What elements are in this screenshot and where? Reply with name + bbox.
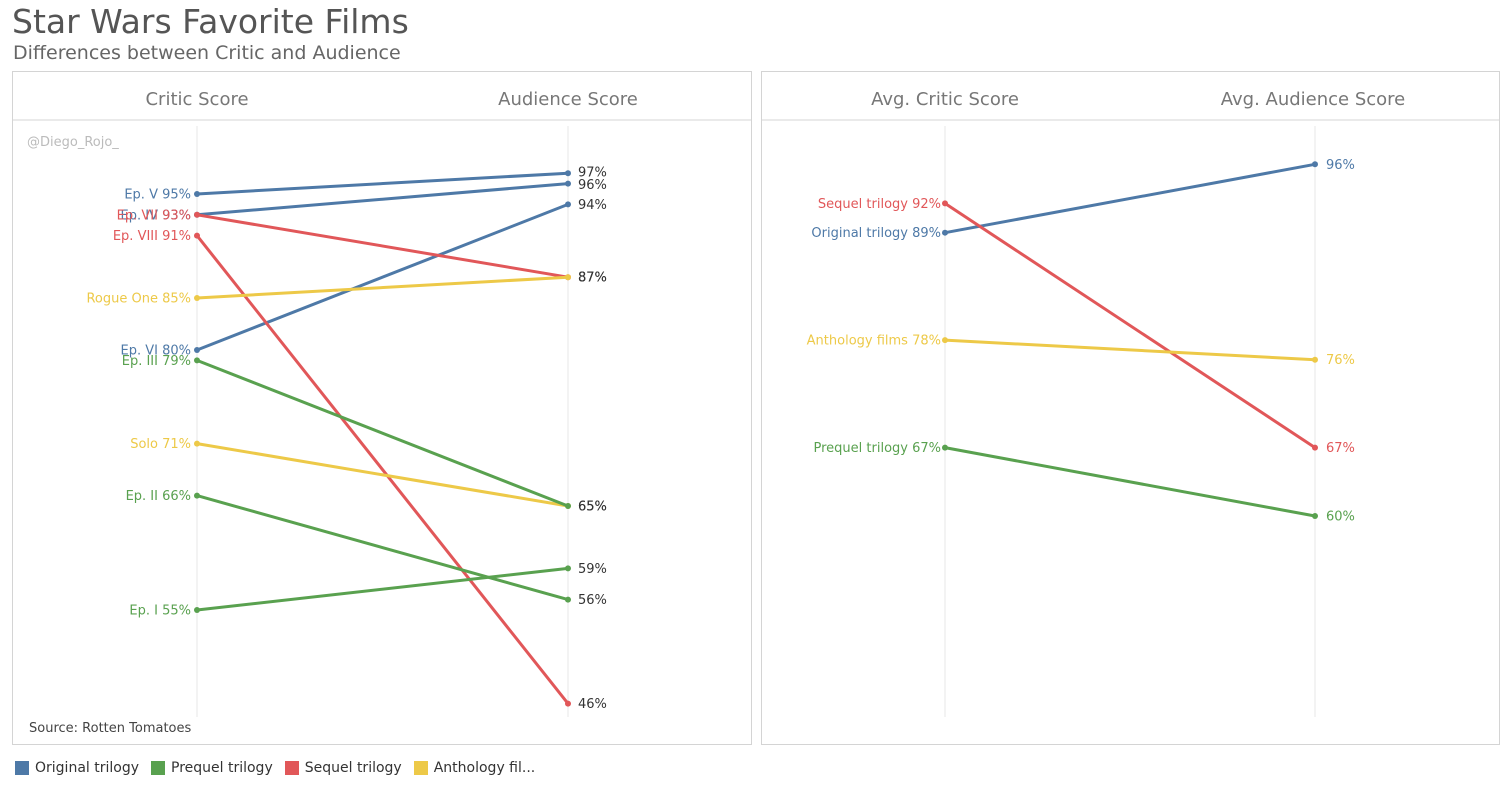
source-note: Source: Rotten Tomatoes xyxy=(29,721,191,736)
label-critic-ep-v: Ep. V 95% xyxy=(124,188,191,203)
point-avg-audience-sequel-trilogy xyxy=(1312,444,1318,451)
point-audience-ep-iv xyxy=(565,180,571,187)
slope-chart-trilogies: Avg. Critic Score Avg. Audience Score Orig… xyxy=(762,89,1499,717)
label-audience-ep-viii: 46% xyxy=(578,697,607,712)
point-audience-ep-v xyxy=(565,170,571,177)
label-audience-rogue-one: 87% xyxy=(578,271,607,286)
legend-swatch xyxy=(284,761,299,775)
point-audience-ep-vi xyxy=(565,201,571,208)
point-audience-ep-i xyxy=(565,565,571,572)
label-avg-critic-anthology-films: Anthology films 78% xyxy=(807,334,941,349)
label-audience-ep-vi: 94% xyxy=(578,198,607,213)
point-critic-ep-vi xyxy=(194,347,200,353)
series-line-solo xyxy=(196,442,569,508)
legend-label: Original trilogy xyxy=(35,760,139,776)
label-critic-ep-vii: Ep. VII 93% xyxy=(117,208,191,223)
label-critic-ep-i: Ep. I 55% xyxy=(129,604,191,619)
series-line-original-trilogy xyxy=(944,162,1316,235)
label-avg-audience-prequel-trilogy: 60% xyxy=(1326,510,1355,525)
label-avg-audience-sequel-trilogy: 67% xyxy=(1326,441,1355,456)
label-critic-ep-vi: Ep. VI 80% xyxy=(121,344,191,359)
label-critic-ep-viii: Ep. VIII 91% xyxy=(113,229,191,244)
column-header-avg-audience: Avg. Audience Score xyxy=(1221,89,1406,110)
label-audience-ep-iv: 96% xyxy=(578,178,607,193)
point-critic-ep-i xyxy=(194,607,200,613)
chart-subtitle: Differences between Critic and Audience xyxy=(13,42,401,64)
series-line-anthology-films xyxy=(944,338,1316,362)
label-audience-ep-v: 97% xyxy=(578,166,607,181)
label-avg-critic-prequel-trilogy: Prequel trilogy 67% xyxy=(814,441,942,456)
legend: Original trilogy Prequel trilogy Sequel tr… xyxy=(15,758,547,778)
label-avg-audience-anthology-films: 76% xyxy=(1326,353,1355,368)
legend-label: Anthology fil... xyxy=(433,760,536,776)
label-avg-critic-original-trilogy: Original trilogy 89% xyxy=(811,226,941,241)
label-avg-critic-sequel-trilogy: Sequel trilogy 92% xyxy=(818,197,941,212)
label-critic-ep-iii: Ep. III 79% xyxy=(122,354,191,369)
point-avg-audience-anthology-films xyxy=(1312,356,1318,363)
label-critic-ep-iv: Ep. IV 93% xyxy=(121,208,191,223)
column-header-avg-critic: Avg. Critic Score xyxy=(871,89,1019,110)
point-critic-ep-vii xyxy=(194,211,200,218)
series-line-ep-iii xyxy=(196,359,569,508)
point-audience-ep-iii xyxy=(565,503,571,509)
label-audience-solo: 65% xyxy=(578,500,607,515)
chart-title: Star Wars Favorite Films xyxy=(12,2,409,41)
label-avg-audience-original-trilogy: 96% xyxy=(1326,158,1355,173)
point-audience-rogue-one xyxy=(565,274,571,281)
panel-by-trilogy: Avg. Critic Score Avg. Audience Score Orig… xyxy=(761,71,1500,745)
series-line-ep-ii xyxy=(196,494,569,602)
point-audience-ep-ii xyxy=(565,596,571,603)
point-critic-ep-v xyxy=(194,191,200,197)
series-line-ep-vi xyxy=(196,203,569,352)
point-avg-audience-prequel-trilogy xyxy=(1312,513,1318,520)
point-critic-rogue-one xyxy=(194,295,200,301)
legend-swatch xyxy=(151,761,165,775)
series-line-ep-viii xyxy=(195,234,570,705)
legend-item-sequel-trilogy[interactable]: Sequel trilogy xyxy=(284,760,402,776)
watermark: @Diego_Rojo_ xyxy=(27,135,119,150)
legend-swatch xyxy=(15,761,29,775)
column-header-critic: Critic Score xyxy=(145,89,248,110)
label-audience-ep-iii: 65% xyxy=(578,500,607,515)
label-critic-solo: Solo 71% xyxy=(130,437,191,452)
point-avg-critic-sequel-trilogy xyxy=(942,200,948,207)
series-line-ep-iv xyxy=(196,182,569,217)
label-audience-ep-vii: 87% xyxy=(578,271,607,286)
slope-chart-films: Critic Score Audience Score @Diego_Rojo_ So… xyxy=(13,89,751,736)
point-critic-solo xyxy=(194,440,200,447)
legend-label: Sequel trilogy xyxy=(304,760,402,776)
point-audience-ep-viii xyxy=(565,700,571,707)
point-critic-ep-iii xyxy=(194,357,200,364)
series-line-prequel-trilogy xyxy=(944,446,1316,518)
column-header-audience: Audience Score xyxy=(498,89,638,110)
legend-label: Prequel trilogy xyxy=(171,760,273,776)
legend-item-original-trilogy[interactable]: Original trilogy xyxy=(15,760,139,776)
legend-swatch xyxy=(413,761,428,775)
series-line-ep-vii xyxy=(196,213,569,279)
label-critic-rogue-one: Rogue One 85% xyxy=(86,292,191,307)
label-critic-ep-ii: Ep. II 66% xyxy=(126,489,191,504)
label-audience-ep-i: 59% xyxy=(578,562,607,577)
series-line-sequel-trilogy xyxy=(944,202,1316,449)
panel-by-film: Critic Score Audience Score @Diego_Rojo_ So… xyxy=(12,71,752,745)
legend-item-anthology-fil[interactable]: Anthology fil... xyxy=(413,760,536,776)
point-critic-ep-viii xyxy=(194,232,200,239)
series-line-rogue-one xyxy=(196,275,569,300)
point-avg-audience-original-trilogy xyxy=(1312,161,1318,168)
point-avg-critic-anthology-films xyxy=(942,337,948,344)
legend-item-prequel-trilogy[interactable]: Prequel trilogy xyxy=(151,760,273,776)
point-avg-critic-original-trilogy xyxy=(942,229,948,236)
label-audience-ep-ii: 56% xyxy=(578,593,607,608)
series-line-ep-i xyxy=(196,566,569,612)
point-critic-ep-ii xyxy=(194,492,200,499)
series-line-ep-v xyxy=(196,171,569,196)
point-avg-critic-prequel-trilogy xyxy=(942,444,948,451)
